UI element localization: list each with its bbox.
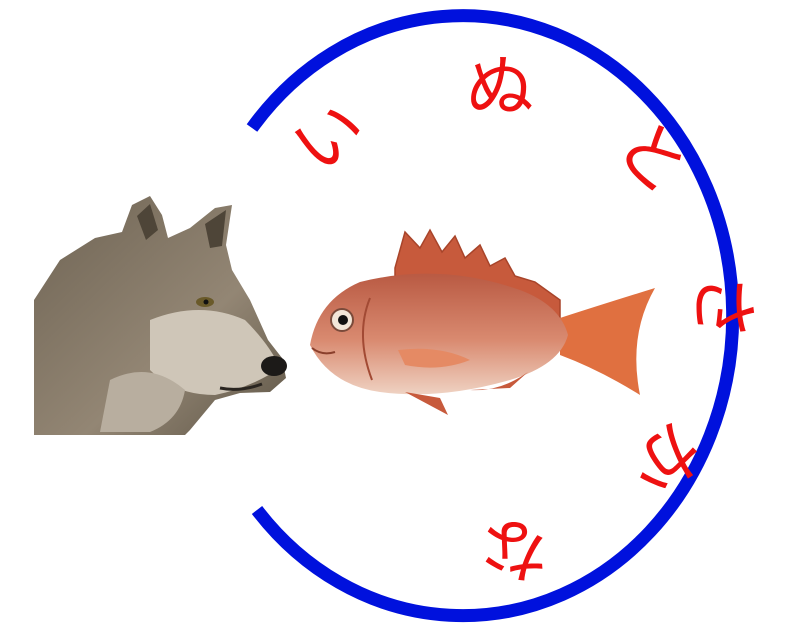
kana-na: な — [481, 509, 549, 588]
wolf-image — [34, 196, 287, 435]
blue-ring-arc — [246, 9, 740, 623]
kana-to: と — [600, 106, 704, 210]
kana-nu: ぬ — [466, 49, 534, 128]
fish-image — [310, 228, 655, 415]
kana-i: い — [279, 86, 380, 190]
kana-ka: か — [614, 406, 717, 510]
kana-sa: さ — [683, 273, 762, 341]
